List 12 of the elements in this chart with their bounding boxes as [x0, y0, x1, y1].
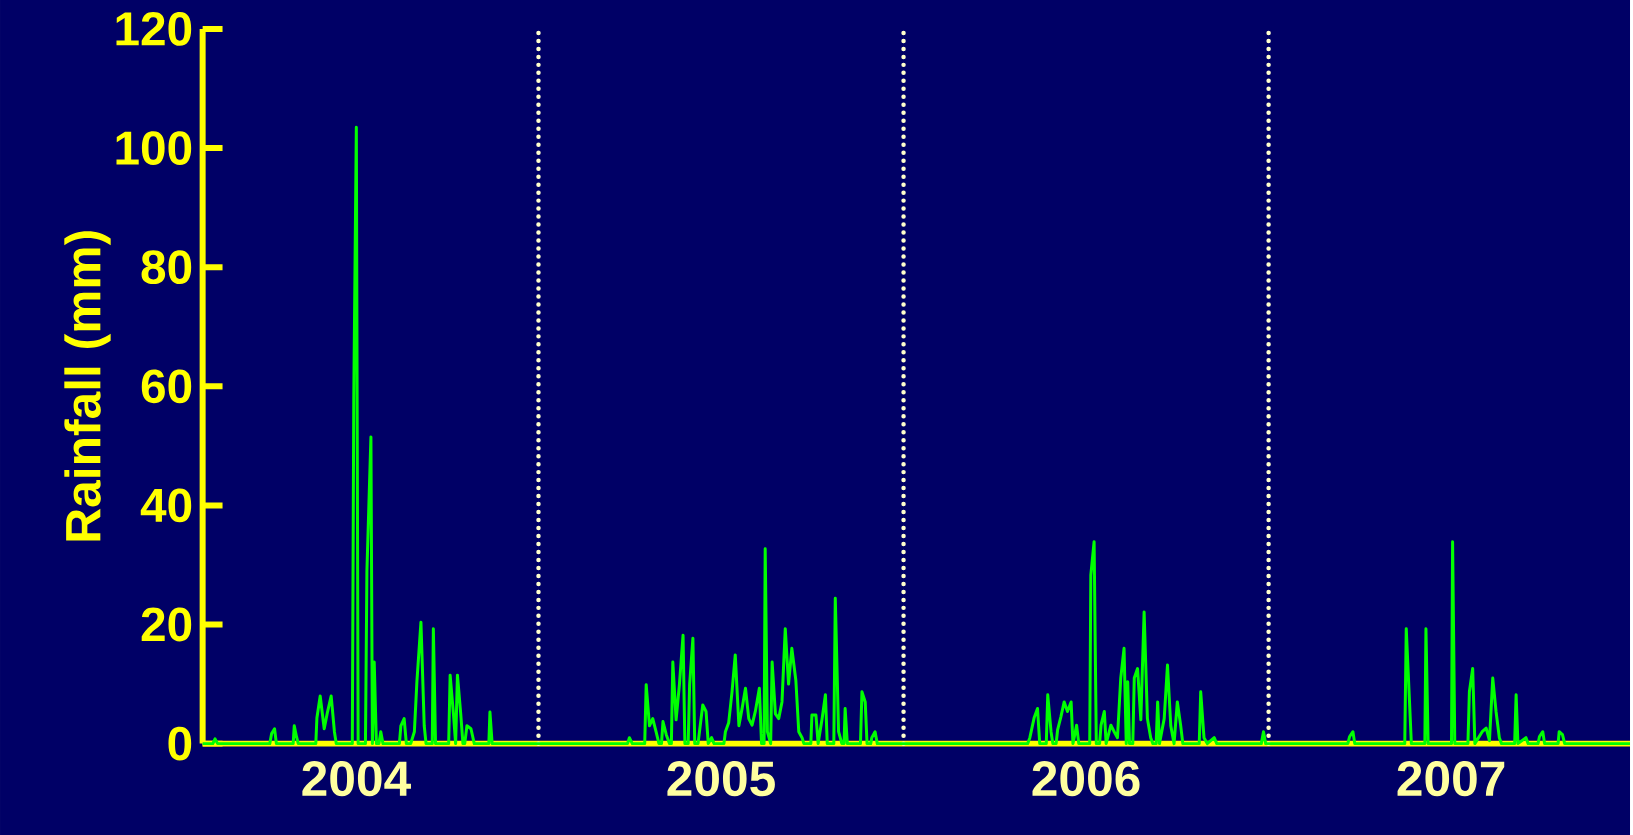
- x-tick-label: 2005: [667, 760, 775, 797]
- y-tick-label: 100: [116, 130, 192, 165]
- y-tick-label: 80: [141, 250, 192, 284]
- x-tick-label: 2004: [302, 760, 411, 797]
- x-tick-label: 2006: [1032, 760, 1140, 797]
- y-tick-label: 20: [141, 607, 192, 642]
- y-axis-title: Rainfall (mm): [64, 231, 111, 541]
- y-tick-label: 120: [116, 11, 192, 46]
- y-tick-label: 40: [140, 488, 192, 523]
- y-tick-label: 0: [168, 726, 192, 761]
- x-tick-label: 2007: [1397, 760, 1505, 797]
- y-tick-label: 60: [141, 369, 192, 403]
